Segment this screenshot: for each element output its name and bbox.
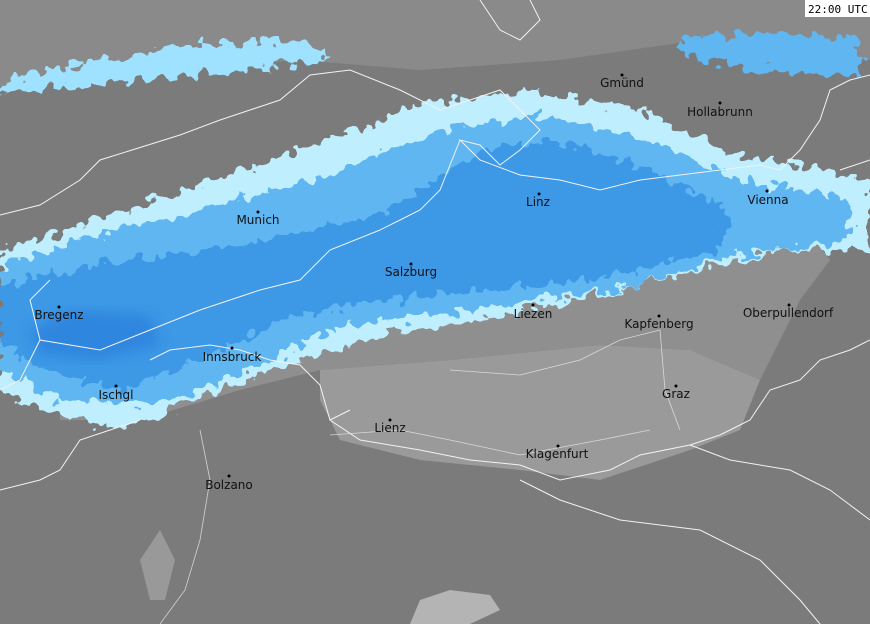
southern-austria [320,345,760,480]
city-label: Salzburg [385,265,437,279]
city-dot [765,189,769,193]
city-label: Bregenz [34,308,83,322]
city-label: Lienz [374,421,405,435]
city-dot [787,303,791,307]
timestamp: 22:00 UTC [808,3,868,16]
city-dot [718,101,722,105]
city-label: Gmünd [600,76,644,90]
city-dot [388,418,392,422]
city-dot [556,444,560,448]
city-dot [256,210,260,214]
city-label: Oberpullendorf [743,306,834,320]
city-label: Graz [662,387,690,401]
precipitation [0,32,870,430]
city-label: Linz [526,195,550,209]
lake [140,530,175,600]
timestamp-box [805,0,870,17]
city-label: Klagenfurt [526,447,589,461]
city-dot [620,73,624,77]
city-label: Kapfenberg [624,317,693,331]
city-dot [230,346,234,350]
city-dot [531,303,535,307]
city-dot [657,314,661,318]
city-dot [114,384,118,388]
city-dot [227,474,231,478]
city-label: Munich [236,213,279,227]
city-dot [537,192,541,196]
cities: Gmünd Hollabrunn Linz Vienna Munich Salz… [34,73,834,492]
city-label: Innsbruck [203,350,262,364]
city-label: Ischgl [99,388,134,402]
city-label: Vienna [747,193,788,207]
city-dot [57,305,61,309]
city-label: Liezen [514,307,553,321]
city-label: Bolzano [205,478,253,492]
city-label: Hollabrunn [687,105,753,119]
city-dot [409,262,413,266]
northern-terrain [0,0,870,90]
lake [410,590,500,624]
city-dot [674,384,678,388]
